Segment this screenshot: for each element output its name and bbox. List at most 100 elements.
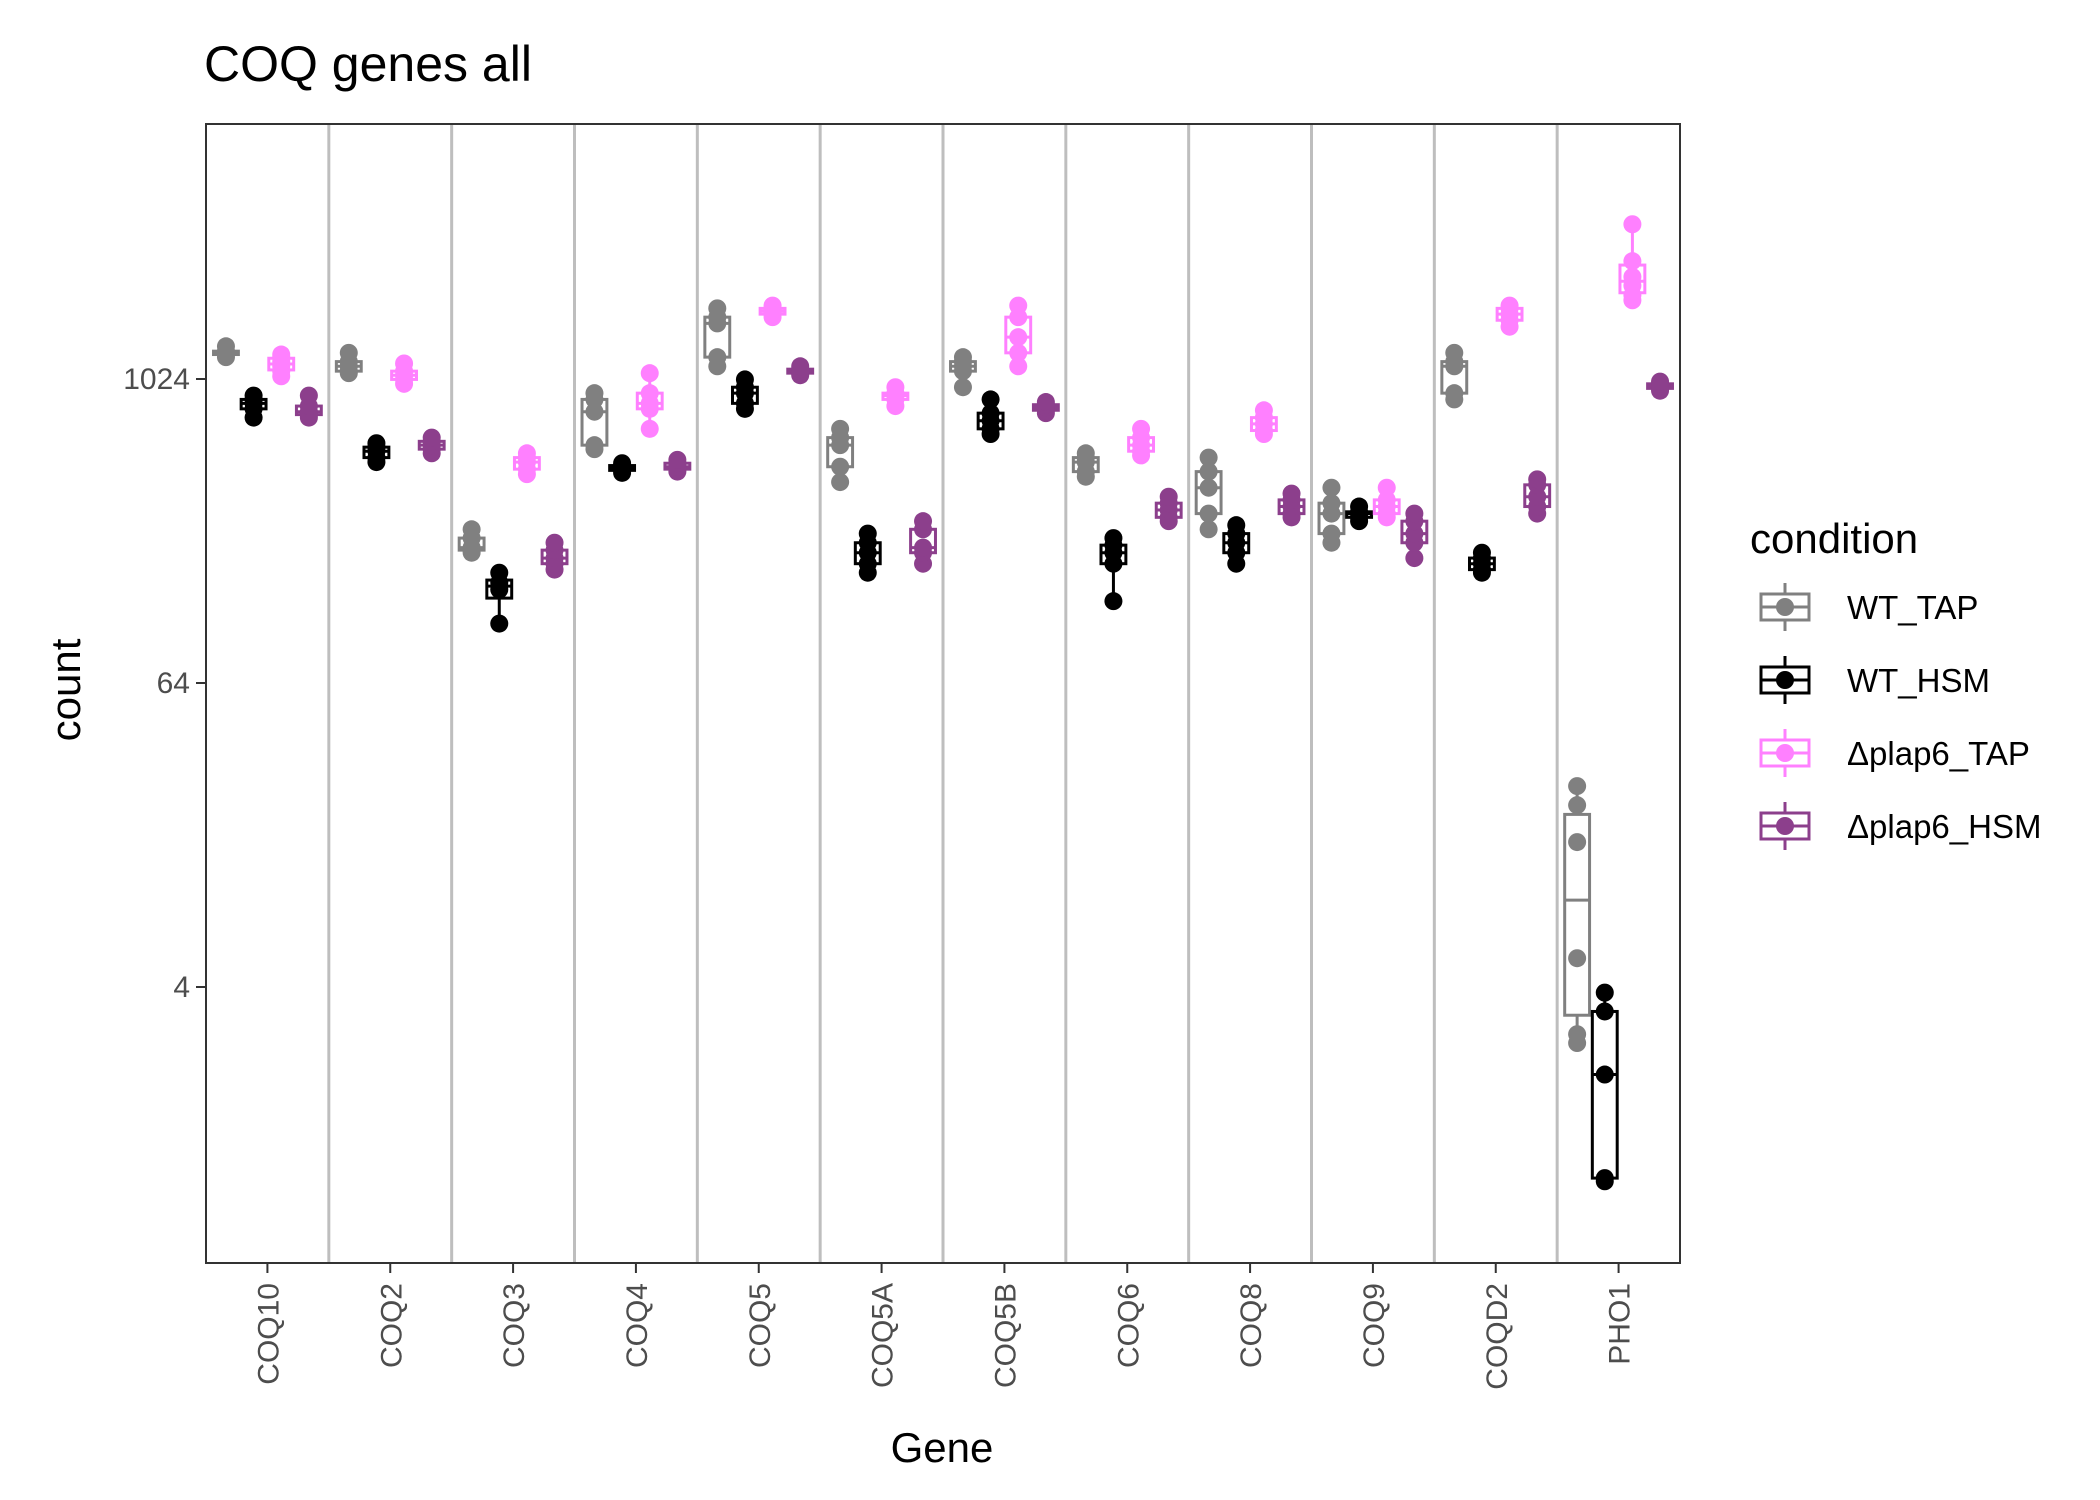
data-point	[831, 419, 850, 438]
y-tick-label: 1024	[123, 363, 190, 396]
box-COQ8-1	[1222, 516, 1251, 573]
data-point	[1405, 504, 1424, 523]
data-point	[1377, 478, 1396, 497]
box-COQ10-0	[212, 337, 240, 367]
data-point	[763, 296, 782, 315]
legend-title: condition	[1750, 515, 1918, 562]
legend-item: WT_HSM	[1759, 656, 1990, 704]
box-COQ8-0	[1194, 448, 1223, 539]
box-COQ5B-3	[1031, 393, 1060, 423]
data-point	[1568, 949, 1587, 968]
data-point	[1528, 470, 1547, 489]
box-COQ2-1	[362, 434, 391, 472]
box-COQ3-1	[485, 563, 514, 633]
data-point	[886, 378, 905, 397]
data-point	[422, 428, 441, 447]
data-point	[1472, 543, 1491, 562]
data-point	[1199, 448, 1218, 467]
data-point	[490, 614, 509, 633]
data-point	[981, 404, 1000, 423]
box	[1563, 812, 1592, 1017]
box-COQ4-1	[608, 454, 637, 482]
data-point	[1009, 328, 1028, 347]
data-point	[831, 457, 850, 476]
data-point	[339, 343, 358, 362]
data-point	[585, 436, 604, 455]
data-point	[1322, 478, 1341, 497]
data-point	[1159, 487, 1178, 506]
box-COQ9-3	[1400, 504, 1429, 568]
box-COQ4-2	[635, 364, 664, 438]
box-COQ10-1	[239, 386, 268, 427]
box	[1590, 1009, 1619, 1180]
legend-label: Δplap6_HSM	[1847, 808, 2041, 845]
data-point	[1445, 384, 1464, 403]
box-COQ3-2	[512, 444, 541, 484]
data-point	[858, 524, 877, 543]
box-COQ2-0	[334, 343, 363, 383]
data-point	[981, 390, 1000, 409]
data-point	[1199, 478, 1218, 497]
data-point	[1282, 484, 1301, 503]
chart-title: COQ genes all	[204, 36, 532, 92]
box-COQ5-1	[730, 370, 759, 418]
data-point	[1322, 524, 1341, 543]
legend-key-point	[1776, 817, 1794, 835]
box-PHO1-0	[1563, 777, 1592, 1053]
box-COQ2-3	[417, 428, 446, 463]
data-point	[1132, 419, 1151, 438]
data-point	[1651, 372, 1670, 391]
data-point	[1199, 504, 1218, 523]
data-point	[1595, 1002, 1614, 1021]
x-tick-label: COQD2	[1481, 1283, 1514, 1390]
box-COQ9-0	[1317, 478, 1346, 552]
box-COQ2-2	[390, 354, 419, 393]
data-point	[517, 444, 536, 463]
data-point	[395, 354, 414, 373]
box-COQ9-1	[1345, 497, 1374, 531]
box-COQ9-2	[1372, 478, 1401, 527]
data-point	[216, 337, 235, 356]
legend-key-point	[1776, 671, 1794, 689]
data-point	[668, 450, 687, 469]
box-COQ8-3	[1277, 484, 1306, 527]
data-point	[1076, 444, 1095, 463]
data-point	[1009, 296, 1028, 315]
data-point	[272, 345, 291, 364]
data-point	[1227, 516, 1246, 535]
legend-item: WT_TAP	[1759, 583, 1978, 631]
data-point	[462, 520, 481, 539]
data-point	[1036, 393, 1055, 412]
data-point	[1199, 520, 1218, 539]
box-PHO1-3	[1646, 372, 1674, 400]
box-COQD2-1	[1467, 543, 1496, 582]
box-COQ5B-1	[976, 390, 1005, 444]
box-PHO1-2	[1618, 215, 1647, 310]
box-COQ5B-0	[949, 348, 977, 397]
box-COQ5-0	[703, 299, 732, 376]
box-COQ8-2	[1249, 401, 1278, 444]
legend: condition WT_TAP WT_HSM Δplap6_TAP Δplap6_H…	[1750, 515, 2041, 850]
data-point	[1623, 215, 1642, 234]
data-point	[953, 348, 972, 367]
data-point	[1445, 343, 1464, 362]
data-point	[1009, 343, 1028, 362]
data-point	[640, 364, 659, 383]
box-COQ4-3	[663, 450, 692, 481]
x-tick-label: COQ4	[621, 1283, 654, 1368]
data-point	[914, 538, 933, 557]
data-point	[640, 384, 659, 403]
data-point	[1104, 592, 1123, 611]
box-COQ5A-3	[909, 512, 937, 573]
box-COQ10-2	[267, 345, 296, 386]
box-COQ6-3	[1154, 487, 1183, 531]
data-point	[1595, 1169, 1614, 1188]
data-point	[953, 378, 972, 397]
legend-key-point	[1776, 598, 1794, 616]
x-tick-label: COQ2	[375, 1283, 408, 1368]
data-point	[708, 348, 727, 367]
legend-item: Δplap6_HSM	[1759, 802, 2041, 850]
legend-label: WT_HSM	[1847, 662, 1990, 699]
data-point	[1009, 357, 1028, 376]
